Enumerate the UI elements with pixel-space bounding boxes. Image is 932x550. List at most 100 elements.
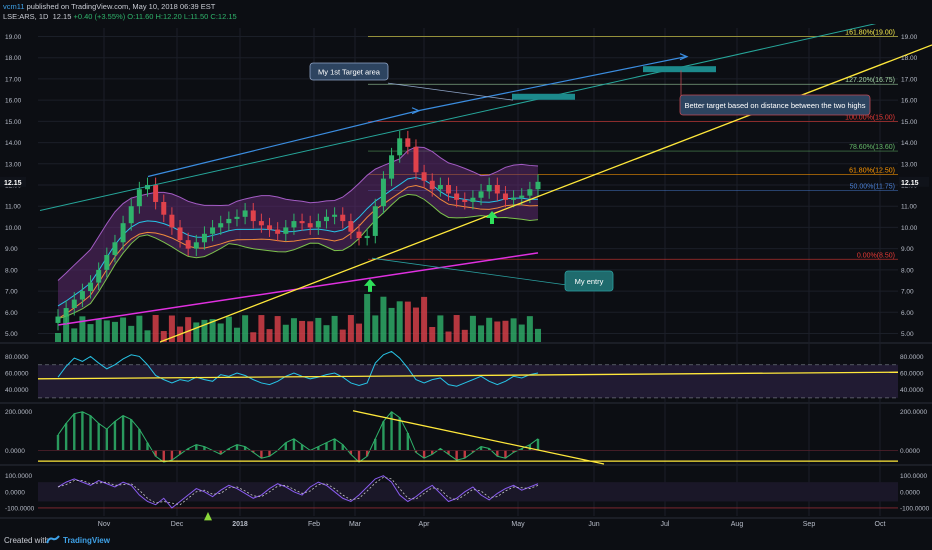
rsi-line <box>57 350 539 387</box>
volume-bar <box>299 320 306 342</box>
y-tick-label-right: 9.00 <box>901 246 914 253</box>
momentum-panel <box>38 410 898 465</box>
osc-band <box>38 482 898 502</box>
candle-body <box>511 197 517 200</box>
momentum-bar <box>113 421 117 451</box>
candle-body <box>307 223 313 228</box>
osc-tick-left: -100.0000 <box>5 505 35 512</box>
volume-bar <box>136 315 143 342</box>
momentum-bar <box>333 438 336 451</box>
ma-orange <box>57 185 539 320</box>
volume-bar <box>87 324 94 342</box>
x-tick-label: Jul <box>661 521 670 528</box>
momentum-bar <box>520 448 523 451</box>
y-tick-label-right: 11.00 <box>901 204 917 211</box>
volume-bar <box>63 315 70 342</box>
momentum-tick-left: 200.0000 <box>5 409 32 416</box>
y-tick-label-left: 14.00 <box>5 140 22 147</box>
y-tick-label-right: 7.00 <box>901 289 914 296</box>
volume-bar <box>250 332 257 342</box>
candle-body <box>88 282 94 292</box>
volume-bar <box>282 324 289 342</box>
volume-bar <box>274 316 281 342</box>
candle-body <box>323 216 329 222</box>
up-arrow-icon <box>486 210 498 224</box>
oscillator-panel <box>38 475 898 521</box>
volume-bar <box>421 296 428 342</box>
momentum-bar <box>292 438 296 451</box>
published-text: published on TradingView.com, May 10, 20… <box>26 2 216 11</box>
y-tick-label-left: 18.00 <box>5 55 22 62</box>
candle-body <box>267 225 273 230</box>
volume-bar <box>242 315 249 342</box>
momentum-bar <box>121 415 125 451</box>
target1-callout[interactable] <box>309 62 389 81</box>
candle-body <box>283 227 289 234</box>
candle-body <box>79 291 85 300</box>
candle-body <box>96 269 102 283</box>
volume-bar <box>201 319 208 342</box>
last-price-right: 12.15 <box>901 180 919 187</box>
candle-body <box>210 227 216 234</box>
volume-bar <box>217 323 224 342</box>
candle-body <box>356 231 362 239</box>
osc-tick-right: -100.0000 <box>900 505 930 512</box>
volume-bar <box>478 325 485 342</box>
volume-bar <box>95 318 102 342</box>
volume-bar <box>469 315 476 342</box>
momentum-bar <box>105 429 109 451</box>
momentum-bar <box>463 450 466 459</box>
candle-body <box>486 185 492 192</box>
momentum-tick-left: 0.0000 <box>5 448 25 455</box>
blue-arrow-line-1 <box>147 110 419 178</box>
y-tick-label-left: 16.00 <box>5 98 22 105</box>
candle-body <box>120 223 126 243</box>
volume-bar <box>290 318 297 342</box>
candle-body <box>104 255 110 270</box>
teal-channel-line <box>39 24 877 211</box>
momentum-bar <box>284 442 287 451</box>
candle-body <box>218 223 224 228</box>
chart-svg[interactable]: 161.80%(19.00) 127.20%(16.75) 100.00%(15.0… <box>0 24 932 532</box>
y-tick-label-left: 11.00 <box>5 204 21 211</box>
target-box-2 <box>643 66 716 73</box>
volume-bar <box>103 320 110 342</box>
momentum-bar <box>235 444 239 451</box>
candle-body <box>226 218 232 224</box>
volume-bar <box>535 328 541 342</box>
candle-body <box>364 235 370 239</box>
symbol-label: LSE:ARS, 1D <box>3 12 49 21</box>
momentum-bar <box>374 438 377 451</box>
footer: Created with TradingView <box>0 532 932 550</box>
momentum-bar <box>496 450 499 457</box>
tradingview-link[interactable]: TradingView <box>63 536 110 545</box>
volume-bar <box>315 317 322 342</box>
author-link[interactable]: vcm11 <box>3 2 25 11</box>
volume-bar <box>364 294 371 342</box>
volume-bar <box>193 322 200 342</box>
momentum-tick-right: 200.0000 <box>900 409 927 416</box>
volume-bar <box>437 315 444 342</box>
band-fill <box>58 146 538 319</box>
y-tick-label-right: 18.00 <box>901 55 918 62</box>
momentum-bar <box>203 446 206 451</box>
y-tick-label-right: 13.00 <box>901 161 918 168</box>
candle-body <box>258 221 264 226</box>
candle-body <box>429 180 435 190</box>
candle-body <box>348 221 354 232</box>
y-tick-label-left: 6.00 <box>5 310 18 317</box>
volume-bar <box>453 315 460 342</box>
candle-body <box>201 233 207 243</box>
candle-body <box>494 185 500 194</box>
better-target-callout[interactable] <box>679 94 871 116</box>
axes: Nov Dec 2018 Feb Mar Apr May Jun Jul Aug Sep Oct 19.… <box>0 34 930 528</box>
x-tick-label: Mar <box>349 521 362 528</box>
momentum-bar <box>178 450 182 455</box>
momentum-bar <box>471 450 475 453</box>
fib-label: 100.00%(15.00) <box>845 114 895 121</box>
volume-bar <box>120 317 127 342</box>
momentum-bar <box>89 415 92 451</box>
entry-callout[interactable] <box>564 270 614 292</box>
momentum-tick-right: 0.0000 <box>900 448 920 455</box>
momentum-bar <box>81 411 84 451</box>
